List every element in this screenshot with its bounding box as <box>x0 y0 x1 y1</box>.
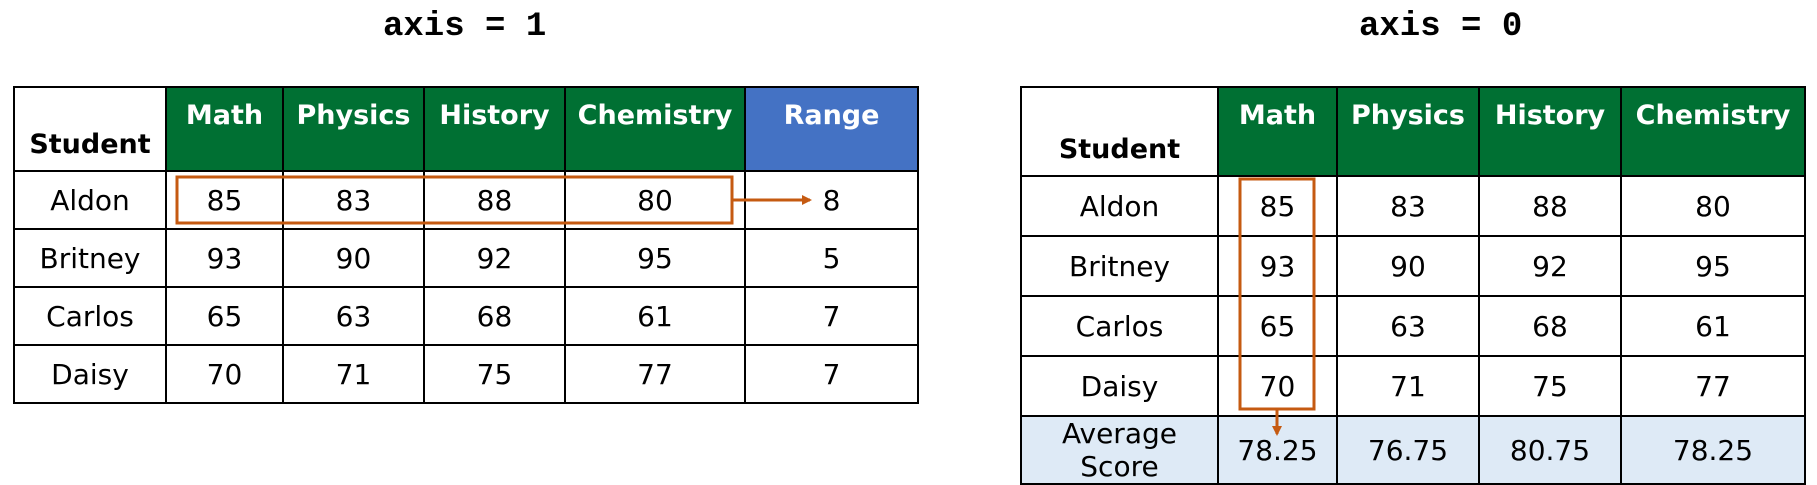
header-row: Student Math Physics History Chemistry R… <box>13 86 919 172</box>
table-row: Aldon 85 83 88 80 8 <box>13 170 919 230</box>
score-cell: 65 <box>1217 295 1338 357</box>
score-cell: 77 <box>564 344 746 404</box>
score-cell: 80 <box>564 170 746 230</box>
score-cell: 71 <box>1336 355 1480 417</box>
score-cell: 71 <box>282 344 425 404</box>
range-cell: 7 <box>744 286 919 346</box>
score-cell: 61 <box>564 286 746 346</box>
score-cell: 90 <box>1336 235 1480 297</box>
score-cell: 90 <box>282 228 425 288</box>
score-cell: 70 <box>165 344 284 404</box>
score-cell: 63 <box>282 286 425 346</box>
header-row: Student Math Physics History Chemistry <box>1020 86 1806 177</box>
score-cell: 65 <box>165 286 284 346</box>
average-label: Average Score <box>1020 415 1219 485</box>
range-cell: 5 <box>744 228 919 288</box>
score-cell: 77 <box>1620 355 1806 417</box>
score-cell: 95 <box>1620 235 1806 297</box>
score-cell: 88 <box>1478 175 1622 237</box>
table-row: Carlos 65 63 68 61 <box>1020 295 1806 357</box>
score-cell: 95 <box>564 228 746 288</box>
right-title: axis = 0 <box>1359 8 1523 46</box>
row-highlight-box <box>175 175 734 225</box>
student-name: Aldon <box>1020 175 1219 237</box>
score-cell: 92 <box>423 228 566 288</box>
header-history: History <box>423 86 566 172</box>
average-row: Average Score 78.25 76.75 80.75 78.25 <box>1020 415 1806 485</box>
score-cell: 88 <box>423 170 566 230</box>
score-cell: 85 <box>1217 175 1338 237</box>
average-cell: 76.75 <box>1336 415 1480 485</box>
score-cell: 70 <box>1217 355 1338 417</box>
header-range: Range <box>744 86 919 172</box>
average-cell: 78.25 <box>1620 415 1806 485</box>
score-cell: 68 <box>1478 295 1622 357</box>
score-cell: 80 <box>1620 175 1806 237</box>
table-row: Aldon 85 83 88 80 <box>1020 175 1806 237</box>
header-student: Student <box>1020 86 1219 177</box>
average-cell: 80.75 <box>1478 415 1622 485</box>
header-history: History <box>1478 86 1622 177</box>
header-math: Math <box>165 86 284 172</box>
score-cell: 92 <box>1478 235 1622 297</box>
axis1-table: Student Math Physics History Chemistry R… <box>13 86 919 404</box>
header-chemistry: Chemistry <box>1620 86 1806 177</box>
student-name: Carlos <box>1020 295 1219 357</box>
score-cell: 63 <box>1336 295 1480 357</box>
header-physics: Physics <box>1336 86 1480 177</box>
range-cell: 7 <box>744 344 919 404</box>
table-row: Daisy 70 71 75 77 7 <box>13 344 919 404</box>
table-row: Britney 93 90 92 95 5 <box>13 228 919 288</box>
student-name: Carlos <box>13 286 167 346</box>
axis0-table: Student Math Physics History Chemistry A… <box>1020 86 1806 485</box>
score-cell: 85 <box>165 170 284 230</box>
header-chemistry: Chemistry <box>564 86 746 172</box>
student-name: Daisy <box>13 344 167 404</box>
student-name: Britney <box>1020 235 1219 297</box>
student-name: Britney <box>13 228 167 288</box>
table-row: Daisy 70 71 75 77 <box>1020 355 1806 417</box>
score-cell: 93 <box>1217 235 1338 297</box>
table-row: Britney 93 90 92 95 <box>1020 235 1806 297</box>
left-title: axis = 1 <box>383 8 547 46</box>
score-cell: 93 <box>165 228 284 288</box>
header-physics: Physics <box>282 86 425 172</box>
table-row: Carlos 65 63 68 61 7 <box>13 286 919 346</box>
column-highlight-box <box>1238 177 1316 411</box>
student-name: Daisy <box>1020 355 1219 417</box>
score-cell: 75 <box>423 344 566 404</box>
score-cell: 83 <box>282 170 425 230</box>
header-student: Student <box>13 86 167 172</box>
score-cell: 61 <box>1620 295 1806 357</box>
score-cell: 83 <box>1336 175 1480 237</box>
score-cell: 68 <box>423 286 566 346</box>
score-cell: 75 <box>1478 355 1622 417</box>
student-name: Aldon <box>13 170 167 230</box>
header-math: Math <box>1217 86 1338 177</box>
